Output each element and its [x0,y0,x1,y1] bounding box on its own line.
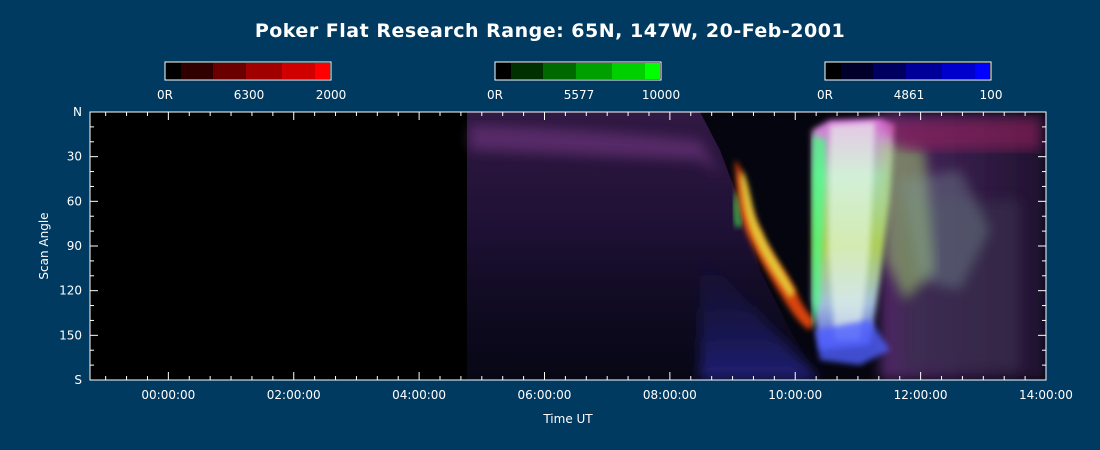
colorbar-blue-min: 0R [817,88,833,102]
x-axis-label: Time UT [542,412,593,426]
colorbar-green-mid: 5577 [564,88,595,102]
y-tick-label: 120 [59,284,82,298]
colorbar-red-mid: 6300 [234,88,265,102]
x-tick-label: 12:00:00 [894,388,948,402]
x-tick-label: 14:00:00 [1019,388,1073,402]
chart-title: Poker Flat Research Range: 65N, 147W, 20… [255,20,845,42]
colorbar-blue-max: 100 [980,88,1003,102]
colorbar-green-min: 0R [487,88,503,102]
colorbar-green-max: 10000 [642,88,680,102]
y-tick-label: 30 [67,150,82,164]
y-tick-label: S [74,373,82,387]
x-tick-label: 02:00:00 [267,388,321,402]
x-tick-label: 00:00:00 [141,388,195,402]
colorbar-red-min: 0R [157,88,173,102]
y-tick-label: 90 [67,239,82,253]
y-tick-label: 60 [67,194,82,208]
x-tick-label: 06:00:00 [518,388,572,402]
colorbar-red: 0R 6300 2000 [157,61,347,102]
colorbar-green: 0R 5577 10000 [487,61,680,102]
y-axis: N 30 60 90 120 150 S [59,105,1046,387]
x-axis: 00:00:00 02:00:00 04:00:00 06:00:00 08:00:00… [105,112,1073,402]
keogram-image [89,111,1047,381]
colorbar-blue-mid: 4861 [894,88,925,102]
x-tick-label: 04:00:00 [392,388,446,402]
y-tick-label: N [73,105,82,119]
colorbar-blue: 0R 4861 100 [817,61,1003,102]
y-tick-label: 150 [59,328,82,342]
x-tick-label: 08:00:00 [643,388,697,402]
x-tick-label: 10:00:00 [768,388,822,402]
colorbar-red-max: 2000 [316,88,347,102]
y-axis-label: Scan Angle [37,212,51,279]
